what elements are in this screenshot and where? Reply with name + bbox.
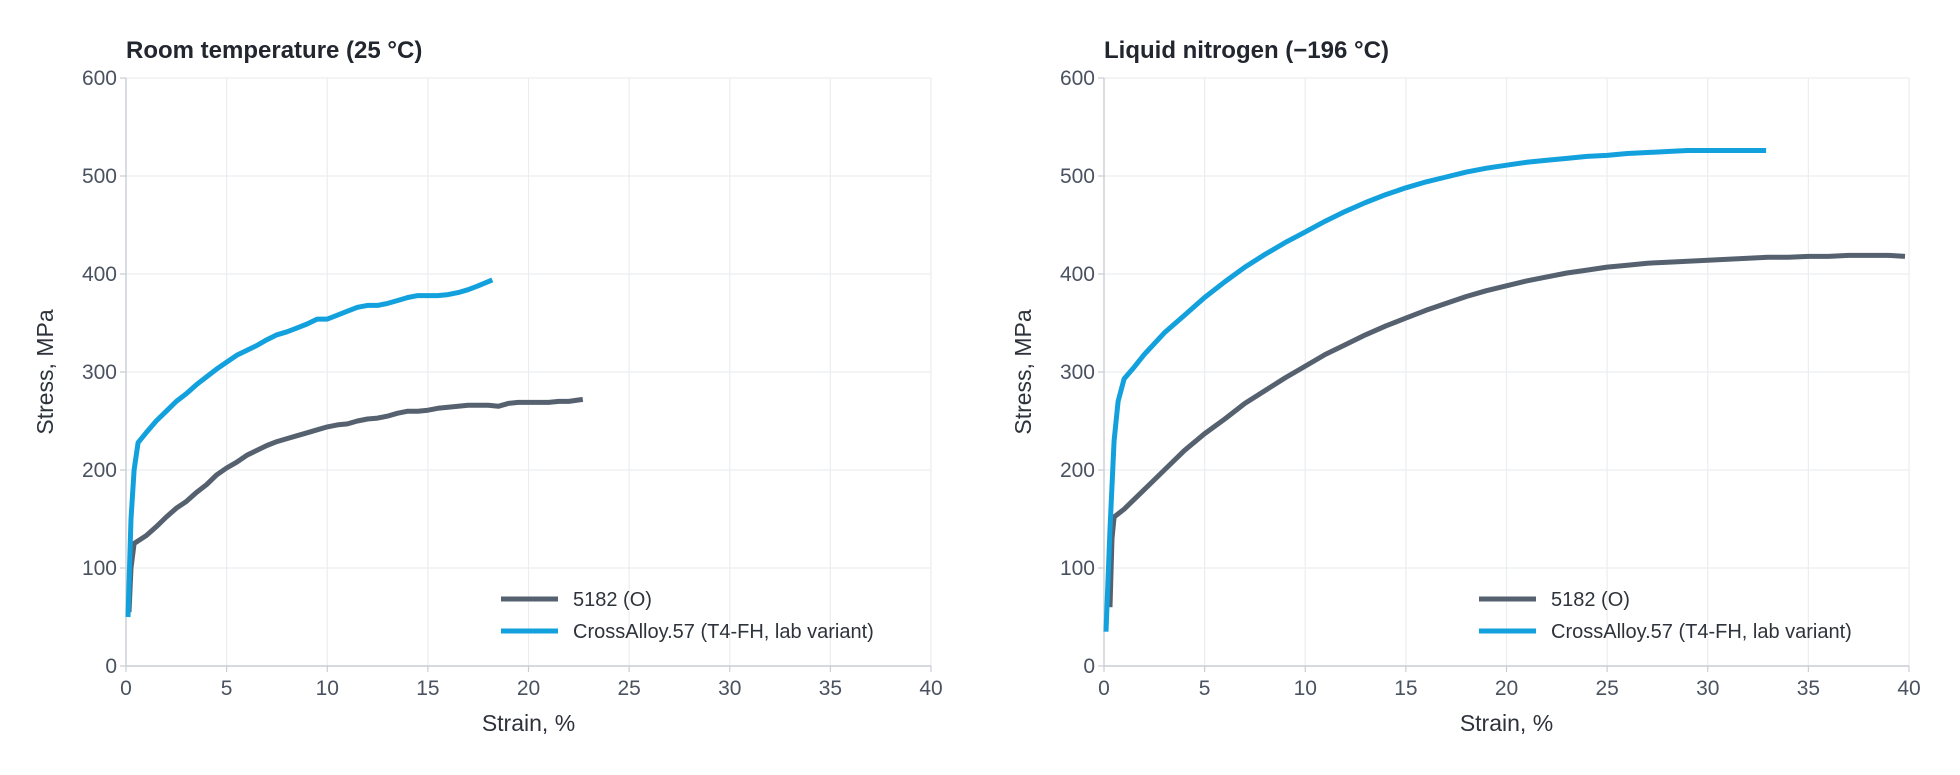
legend-label: 5182 (O) <box>1551 589 1630 611</box>
y-tick-label: 0 <box>1083 655 1095 678</box>
x-tick-label: 25 <box>617 677 640 700</box>
x-tick-label: 0 <box>1098 677 1110 700</box>
x-axis-label: Strain, % <box>1460 710 1553 736</box>
x-tick-label: 15 <box>1394 677 1417 700</box>
x-tick-label: 40 <box>1897 677 1920 700</box>
y-tick-label: 300 <box>1060 361 1095 384</box>
legend-label: CrossAlloy.57 (T4-FH, lab variant) <box>573 621 874 643</box>
y-tick-label: 600 <box>1060 67 1095 90</box>
x-tick-label: 15 <box>416 677 439 700</box>
x-tick-label: 35 <box>819 677 842 700</box>
y-axis-label: Stress, MPa <box>32 309 58 434</box>
x-tick-label: 40 <box>919 677 942 700</box>
room-temperature-panel: 0 5 10 15 20 25 30 35 400100200300400500600Room … <box>32 37 943 736</box>
y-tick-label: 200 <box>82 459 117 482</box>
y-tick-label: 0 <box>105 655 117 678</box>
y-tick-label: 400 <box>82 263 117 286</box>
x-tick-label: 5 <box>1199 677 1211 700</box>
x-tick-label: 20 <box>1495 677 1518 700</box>
x-tick-label: 25 <box>1595 677 1618 700</box>
y-tick-label: 300 <box>82 361 117 384</box>
series-line-5182-o <box>1107 252 1906 608</box>
y-tick-label: 100 <box>1060 557 1095 580</box>
legend: 5182 (O) CrossAlloy.57 (T4-FH, lab varian… <box>1479 589 1852 643</box>
x-tick-label: 20 <box>517 677 540 700</box>
chart-title: Liquid nitrogen (−196 °C) <box>1104 37 1389 64</box>
series-line-crossalloy-57 <box>1103 148 1767 632</box>
y-tick-label: 200 <box>1060 459 1095 482</box>
liquid-nitrogen-panel: 0 5 10 15 20 25 30 35 400100200300400500600Liqui… <box>1010 37 1921 736</box>
y-tick-label: 100 <box>82 557 117 580</box>
y-tick-label: 500 <box>1060 165 1095 188</box>
x-tick-label: 0 <box>120 677 132 700</box>
series-line-5182-o <box>126 396 584 613</box>
x-axis-label: Strain, % <box>482 710 575 736</box>
legend: 5182 (O) CrossAlloy.57 (T4-FH, lab varian… <box>501 589 874 643</box>
series-line-crossalloy-57 <box>125 277 494 618</box>
x-tick-label: 10 <box>316 677 339 700</box>
x-tick-label: 10 <box>1294 677 1317 700</box>
x-tick-label: 35 <box>1797 677 1820 700</box>
y-tick-label: 500 <box>82 165 117 188</box>
y-tick-label: 400 <box>1060 263 1095 286</box>
chart-title: Room temperature (25 °C) <box>126 37 422 64</box>
y-axis-label: Stress, MPa <box>1010 309 1036 434</box>
legend-label: CrossAlloy.57 (T4-FH, lab variant) <box>1551 621 1852 643</box>
x-tick-label: 30 <box>718 677 741 700</box>
y-tick-label: 600 <box>82 67 117 90</box>
legend-label: 5182 (O) <box>573 589 652 611</box>
x-tick-label: 30 <box>1696 677 1719 700</box>
x-tick-label: 5 <box>221 677 233 700</box>
